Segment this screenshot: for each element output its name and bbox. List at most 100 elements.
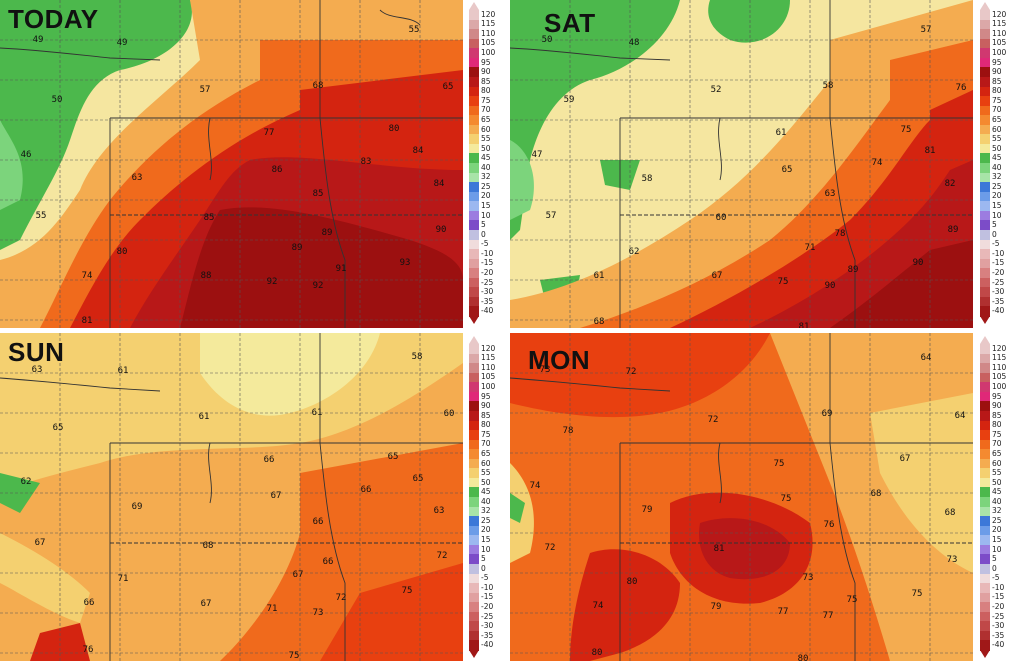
temp-label: 80: [626, 577, 638, 587]
legend-swatch: [980, 268, 990, 279]
legend-tick-label: -30: [481, 287, 494, 297]
temp-label: 90: [824, 281, 836, 291]
color-legend: 120 115 110 105 100 95 90 85 80 75 70 65 60 55 50 45 40 3…: [978, 336, 1016, 660]
legend-tick-label: -20: [481, 601, 494, 611]
legend-tick-label: -20: [481, 267, 494, 277]
legend-tick-label: 120: [481, 9, 496, 19]
legend-tick-label: 65: [992, 114, 1002, 124]
legend-swatch: [469, 38, 479, 49]
legend-tick-label: 70: [992, 105, 1002, 115]
legend-tick-label: 10: [992, 544, 1002, 554]
legend-swatch: [980, 611, 990, 622]
legend-swatch: [980, 573, 990, 584]
temp-label: 74: [871, 158, 883, 168]
legend-tick-label: 115: [481, 19, 496, 29]
temp-label: 84: [412, 146, 424, 156]
legend-swatch: [980, 239, 990, 250]
temp-label: 49: [32, 35, 44, 45]
legend-tick-label: -35: [992, 296, 1005, 306]
legend-tick-label: 110: [992, 28, 1007, 38]
temp-label: 75: [900, 125, 912, 135]
legend-swatch: [980, 172, 990, 183]
legend-swatch: [980, 497, 990, 508]
temp-label: 84: [433, 179, 445, 189]
legend-tick-label: 95: [992, 391, 1002, 401]
legend-tick-label: 85: [481, 76, 491, 86]
temp-label: 58: [411, 352, 423, 362]
legend-tick-label: 32: [992, 172, 1002, 182]
legend-swatch: [980, 592, 990, 603]
legend-tick-label: -35: [992, 630, 1005, 640]
legend-swatch: [980, 115, 990, 126]
legend-swatch: [469, 544, 479, 555]
temp-label: 72: [625, 367, 637, 377]
legend-swatch: [469, 57, 479, 68]
temp-label: 58: [641, 174, 653, 184]
legend-tick-label: 60: [992, 124, 1002, 134]
temp-label: 68: [202, 541, 214, 551]
legend-swatch: [980, 38, 990, 49]
temp-label: 57: [920, 25, 932, 35]
temp-label: 80: [388, 124, 400, 134]
legend-swatch: [980, 296, 990, 307]
legend-tick-label: 65: [992, 448, 1002, 458]
legend-tick-label: 15: [481, 535, 491, 545]
temp-label: 55: [35, 211, 47, 221]
legend-swatch: [980, 468, 990, 479]
temp-label: 79: [710, 602, 722, 612]
temp-label: 74: [592, 601, 604, 611]
legend-swatch: [469, 525, 479, 536]
temp-label: 74: [81, 271, 93, 281]
legend-swatch: [980, 153, 990, 164]
legend-arrow-up: [469, 2, 479, 10]
legend-swatch: [980, 363, 990, 374]
legend-swatch: [469, 487, 479, 498]
legend-swatch: [469, 48, 479, 59]
temp-label: 72: [544, 543, 556, 553]
legend-swatch: [469, 602, 479, 613]
legend-tick-label: -35: [481, 630, 494, 640]
legend-swatch: [980, 277, 990, 288]
temp-label: 61: [311, 408, 323, 418]
legend-tick-label: 75: [992, 429, 1002, 439]
color-legend: 120 115 110 105 100 95 90 85 80 75 70 65 60 55 50 45 40 3…: [467, 336, 505, 660]
temp-label: 91: [335, 264, 347, 274]
legend-tick-label: -25: [481, 277, 494, 287]
legend-tick-label: -5: [481, 239, 489, 249]
legend-swatch: [980, 344, 990, 355]
legend-swatch: [980, 583, 990, 594]
legend-tick-label: 50: [992, 477, 1002, 487]
legend-tick-label: 60: [481, 124, 491, 134]
legend-tick-label: 45: [992, 487, 1002, 497]
legend-tick-label: 80: [481, 86, 491, 96]
legend-swatch: [980, 430, 990, 441]
legend-tick-label: 90: [992, 67, 1002, 77]
legend-swatch: [469, 573, 479, 584]
legend-swatch: [469, 296, 479, 307]
temp-label: 65: [52, 423, 64, 433]
legend-swatch: [469, 401, 479, 412]
legend-tick-label: 45: [481, 153, 491, 163]
map-panel-today: TODAY 49 49 55 57 68 65 50 46 63 77 80 8…: [0, 0, 463, 328]
temp-label: 81: [713, 544, 725, 554]
temp-label: 47: [531, 150, 543, 160]
temp-label: 50: [51, 95, 63, 105]
legend-swatch: [980, 29, 990, 40]
temp-label: 71: [804, 243, 816, 253]
legend-tick-label: -25: [992, 277, 1005, 287]
legend-tick-label: 50: [481, 143, 491, 153]
legend-swatch: [469, 363, 479, 374]
legend-tick-label: 70: [992, 439, 1002, 449]
legend-tick-label: 40: [481, 162, 491, 172]
legend-tick-label: 20: [481, 525, 491, 535]
legend-tick-label: 100: [481, 48, 496, 58]
legend-swatch: [469, 382, 479, 393]
temp-label: 52: [710, 85, 722, 95]
temp-label: 67: [34, 538, 46, 548]
temp-label: 89: [291, 243, 303, 253]
legend-swatch: [980, 487, 990, 498]
legend-swatch: [469, 143, 479, 154]
legend-tick-label: -10: [992, 248, 1005, 258]
temp-label: 77: [263, 128, 275, 138]
temp-label: 68: [312, 81, 324, 91]
